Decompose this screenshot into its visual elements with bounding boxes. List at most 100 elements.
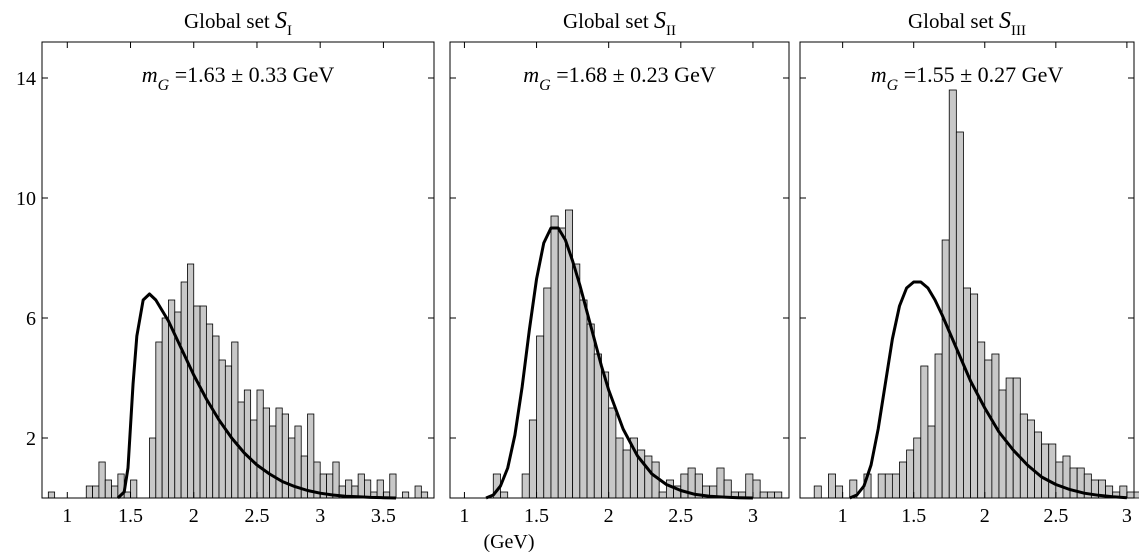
mass-annotation: mG =1.55 ± 0.27 GeV [871, 62, 1064, 94]
annotation-value: =1.68 ± 0.23 GeV [551, 62, 716, 87]
histogram-bar [1048, 443, 1057, 499]
histogram-bar [1005, 377, 1014, 499]
histogram-bar [766, 491, 775, 499]
histogram-bar [1027, 419, 1035, 499]
histogram-bar [948, 89, 957, 499]
histogram-bar [256, 389, 264, 499]
histogram-bar [759, 491, 768, 499]
panel-title-symbol: S [654, 8, 666, 34]
histogram-bar [193, 305, 201, 499]
histogram-bar [723, 479, 732, 499]
histogram-bar [877, 473, 886, 499]
panel-title: Global set SI [184, 8, 292, 39]
histogram-bar [884, 473, 893, 499]
histogram-bar [161, 317, 169, 499]
histogram-bar [622, 449, 631, 499]
histogram-bar [187, 263, 195, 499]
histogram-bar [528, 419, 537, 499]
histogram-bar [420, 491, 429, 499]
annotation-subscript: G [887, 77, 899, 94]
histogram-bar [665, 479, 674, 499]
x-tick-label: 2 [980, 505, 990, 527]
annotation-value: =1.55 ± 0.27 GeV [898, 62, 1063, 87]
histogram-bar [500, 491, 509, 499]
histogram-bar [920, 365, 929, 499]
histogram-bar [752, 479, 761, 499]
histogram-bar [180, 281, 188, 499]
histogram-bar [98, 461, 106, 499]
annotation-subscript: G [158, 77, 170, 94]
histogram-bar [927, 425, 936, 499]
panel-title-subscript: I [287, 23, 292, 39]
x-tick-label: 1.5 [901, 505, 926, 527]
histogram-bar [85, 485, 93, 499]
histogram-bar [364, 479, 372, 499]
histogram-bar [1012, 377, 1021, 499]
panel-title-subscript: II [666, 23, 676, 39]
histogram-bar [1055, 461, 1064, 499]
plot-frame [41, 41, 435, 499]
x-tick-label: 2 [604, 505, 614, 527]
histogram-bar [828, 473, 836, 499]
panel-title-subscript: III [1011, 23, 1026, 39]
x-tick-label: 2.5 [1043, 505, 1068, 527]
histogram-bar [1019, 413, 1028, 499]
histogram-bar [231, 341, 239, 499]
histogram-bar [205, 323, 214, 499]
x-tick-label: 1 [838, 505, 848, 527]
histogram-bar [521, 473, 530, 499]
histogram-bar [1041, 443, 1050, 499]
mass-annotation: mG =1.63 ± 0.33 GeV [142, 62, 335, 94]
histogram-bar [401, 491, 410, 499]
mass-annotation: mG =1.68 ± 0.23 GeV [523, 62, 716, 94]
annotation-symbol: m [142, 62, 158, 87]
x-tick-label: 3 [1122, 505, 1132, 527]
histogram-bar [899, 461, 907, 499]
x-tick-label: 1 [62, 505, 72, 527]
y-tick-label: 14 [16, 68, 36, 90]
y-tick-label: 2 [26, 428, 36, 450]
histogram-bar [1069, 467, 1078, 499]
histogram-bar [543, 287, 552, 499]
x-tick-label: 3.5 [371, 505, 396, 527]
histogram-bar [269, 425, 277, 499]
histogram-bar [774, 491, 783, 499]
histogram-bar [658, 491, 667, 499]
histogram-bar [998, 389, 1007, 499]
histogram-bar [1062, 455, 1071, 499]
panel-set-3: 1 1.5 2 2.5 3 Global set SIII mG =1.55 ± 0.27 … [799, 8, 1139, 527]
histogram-bar [934, 353, 943, 499]
histogram-bar [913, 437, 922, 499]
histogram-bar [288, 437, 296, 499]
histogram-bar [644, 455, 653, 499]
panel-title-prefix: Global set [563, 9, 654, 33]
x-tick-label: 3 [315, 505, 325, 527]
histogram-bar [357, 473, 365, 499]
y-tick-label: 10 [16, 188, 36, 210]
histogram-bar [414, 485, 422, 499]
histogram-bar [680, 473, 689, 499]
histogram-bar [970, 293, 979, 499]
histogram-bar [891, 473, 900, 499]
histogram-bar [376, 479, 384, 499]
histogram-bar [586, 323, 595, 499]
x-tick-label: 1.5 [524, 505, 549, 527]
x-axis-unit-label: (GeV) [483, 531, 534, 552]
x-tick-label: 1 [459, 505, 469, 527]
histogram-bar [579, 299, 588, 499]
histogram-bar [536, 335, 545, 499]
x-tick-label: 2 [189, 505, 199, 527]
histogram-bar [111, 485, 119, 499]
panel-title-symbol: S [999, 8, 1011, 34]
y-tick-label: 6 [26, 308, 36, 330]
histogram-bar [275, 407, 283, 499]
histogram-bar [1126, 491, 1135, 499]
histogram-bar [745, 473, 754, 499]
histogram-bar [550, 215, 559, 499]
panel-title-symbol: S [275, 8, 287, 34]
x-tick-label: 3 [748, 505, 758, 527]
histogram-bar [906, 449, 915, 499]
panel-title-prefix: Global set [908, 9, 999, 33]
histogram-bar [155, 341, 163, 499]
